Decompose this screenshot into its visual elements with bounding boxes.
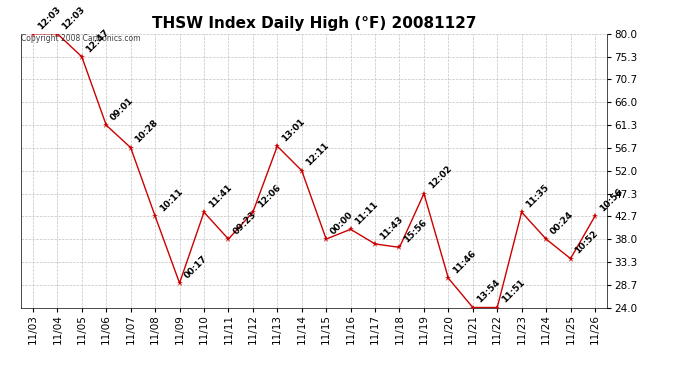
Text: 09:01: 09:01 bbox=[109, 96, 135, 122]
Text: 11:51: 11:51 bbox=[500, 278, 526, 305]
Text: 11:46: 11:46 bbox=[451, 249, 478, 275]
Text: 10:56: 10:56 bbox=[598, 187, 624, 213]
Text: 13:01: 13:01 bbox=[280, 117, 306, 143]
Text: 11:41: 11:41 bbox=[207, 183, 233, 209]
Text: 12:11: 12:11 bbox=[304, 141, 331, 168]
Text: 12:02: 12:02 bbox=[426, 164, 453, 191]
Text: 11:43: 11:43 bbox=[378, 214, 404, 241]
Text: 12:03: 12:03 bbox=[36, 4, 62, 31]
Text: 00:17: 00:17 bbox=[182, 254, 209, 280]
Text: 12:03: 12:03 bbox=[60, 4, 87, 31]
Text: 00:00: 00:00 bbox=[329, 210, 355, 236]
Text: 10:28: 10:28 bbox=[133, 118, 160, 145]
Text: 11:11: 11:11 bbox=[353, 200, 380, 226]
Text: Copyright 2008 Cartronics.com: Copyright 2008 Cartronics.com bbox=[21, 34, 140, 43]
Text: 12:06: 12:06 bbox=[255, 183, 282, 209]
Text: 15:56: 15:56 bbox=[402, 218, 429, 244]
Text: 11:35: 11:35 bbox=[524, 183, 551, 209]
Text: 10:52: 10:52 bbox=[573, 230, 600, 256]
Text: 13:54: 13:54 bbox=[475, 278, 502, 305]
Text: 12:47: 12:47 bbox=[85, 27, 111, 54]
Text: 00:24: 00:24 bbox=[549, 210, 575, 236]
Text: 10:11: 10:11 bbox=[158, 187, 184, 213]
Title: THSW Index Daily High (°F) 20081127: THSW Index Daily High (°F) 20081127 bbox=[152, 16, 476, 31]
Text: 09:23: 09:23 bbox=[231, 210, 258, 236]
